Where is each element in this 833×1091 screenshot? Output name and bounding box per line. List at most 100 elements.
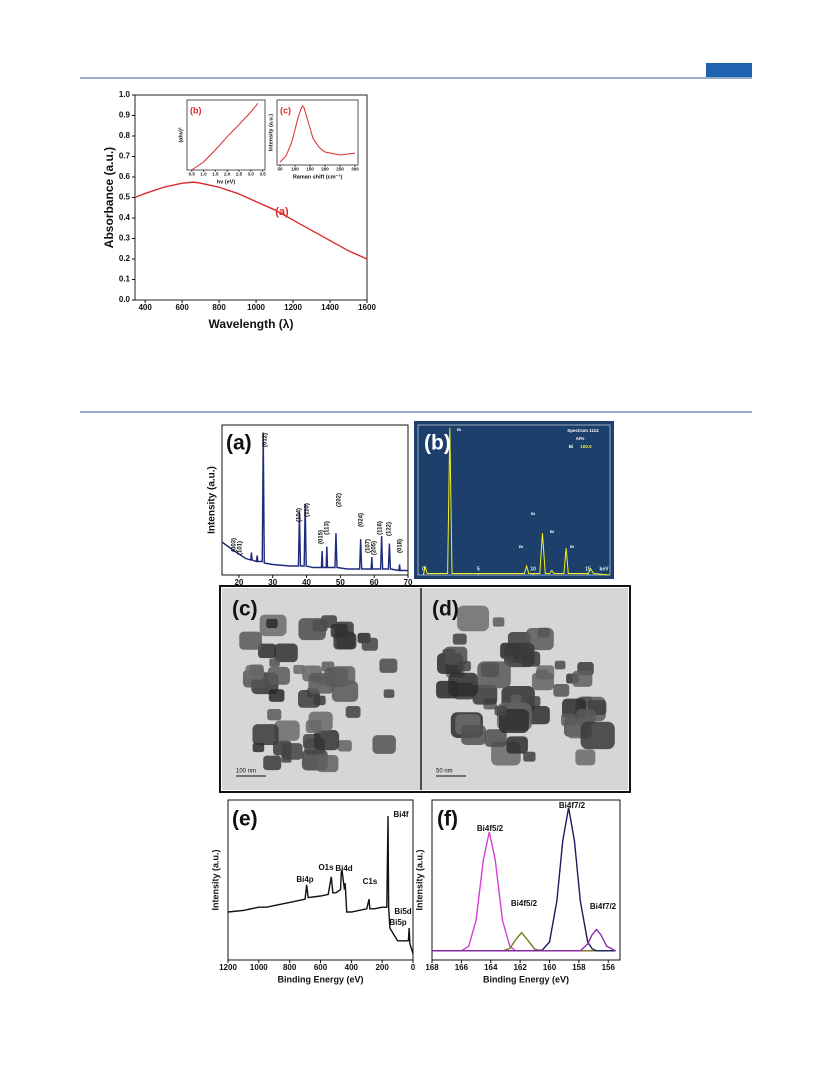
annotation: Bi4p <box>296 875 313 884</box>
annotation: Bi <box>569 444 574 449</box>
particle <box>504 655 515 664</box>
data-line <box>191 103 259 171</box>
annotation: (205) <box>372 541 378 555</box>
x-tick-label: 166 <box>455 963 469 972</box>
y-tick-label: 1.0 <box>119 90 131 99</box>
particle <box>477 661 511 689</box>
annotation: (024) <box>359 513 365 527</box>
x-tick-label: 1200 <box>284 303 302 312</box>
particle <box>308 711 333 731</box>
particle <box>472 684 498 705</box>
x-axis-label: Wavelength (λ) <box>209 317 294 331</box>
annotation: (116) <box>378 521 384 535</box>
particle <box>572 670 593 687</box>
annotation: Bi4f <box>393 810 408 819</box>
annotation: Bi4f7/2 <box>559 801 586 810</box>
panel-label: (b) <box>190 105 202 115</box>
annotation: (107) <box>366 539 372 553</box>
particle <box>526 627 554 651</box>
header-tab <box>706 63 752 77</box>
plot-frame <box>186 99 266 171</box>
annotation: (122) <box>387 522 393 536</box>
x-tick-label: 200 <box>375 963 389 972</box>
annotation: 100.0 <box>580 444 592 449</box>
x-tick-label: 200 <box>321 167 329 172</box>
x-tick-label: 40 <box>302 578 311 587</box>
particle <box>379 658 398 673</box>
particle <box>523 751 536 762</box>
particle <box>313 730 340 751</box>
particle <box>498 709 529 733</box>
particle <box>494 705 508 716</box>
particle <box>580 721 615 750</box>
annotation: Bi4d <box>335 864 352 873</box>
particle <box>269 658 280 667</box>
particle <box>337 740 352 752</box>
particle <box>448 672 478 697</box>
particle <box>492 617 505 627</box>
particle <box>281 743 303 760</box>
annotation: (015) <box>319 530 325 544</box>
annotation: (104) <box>297 508 303 522</box>
y-axis-label: Intensity (a.u.) <box>207 466 218 534</box>
x-tick-label: 50 <box>336 578 345 587</box>
annotation: O1s <box>318 863 334 872</box>
particle <box>331 666 356 685</box>
particle <box>274 643 298 663</box>
x-tick-label: 800 <box>283 963 297 972</box>
x-tick-label: 1.0 <box>200 172 207 177</box>
annotation: Bi4f5/2 <box>511 899 538 908</box>
y-axis-label: Intensity (a.u.) <box>268 114 274 151</box>
annotation: (a) <box>275 206 289 218</box>
x-axis-label: keV <box>600 566 610 572</box>
y-tick-label: 0.2 <box>119 254 131 263</box>
x-tick-label: 164 <box>484 963 498 972</box>
plot-frame <box>276 99 359 166</box>
x-tick-label: 50 <box>277 167 283 172</box>
plot-frame <box>417 424 611 576</box>
particle <box>510 694 522 703</box>
particle <box>531 672 554 691</box>
panel-label: (e) <box>232 808 258 831</box>
plot-frame <box>134 94 368 301</box>
x-tick-label: 800 <box>212 303 226 312</box>
data-line <box>432 807 616 952</box>
x-tick-label: 300 <box>351 167 359 172</box>
particle <box>345 706 361 718</box>
particle <box>506 736 528 754</box>
x-tick-label: 3.0 <box>248 172 255 177</box>
particle <box>274 720 300 741</box>
particle <box>484 729 507 747</box>
x-tick-label: 1400 <box>321 303 339 312</box>
panel-label: (b) <box>424 432 451 455</box>
x-tick-label: 10 <box>530 566 536 572</box>
x-tick-label: 0.5 <box>189 172 196 177</box>
y-axis-label: Intensity (a.u.) <box>414 849 424 910</box>
panel-label: (c) <box>280 105 291 115</box>
particle <box>444 646 468 665</box>
x-tick-label: 3.5 <box>260 172 267 177</box>
panel-label: (a) <box>226 432 252 455</box>
particle <box>452 633 467 645</box>
plot-background <box>414 421 614 579</box>
annotation: C1s <box>363 877 378 886</box>
data-line <box>279 105 356 163</box>
x-tick-label: 5 <box>477 566 480 572</box>
x-axis-label: hν (eV) <box>217 179 236 185</box>
x-tick-label: 1.5 <box>212 172 219 177</box>
x-tick-label: 1600 <box>358 303 376 312</box>
data-line <box>422 427 611 576</box>
particle <box>527 696 541 707</box>
annotation: (202) <box>337 493 343 507</box>
particle <box>267 708 282 721</box>
particle <box>576 709 596 725</box>
particle <box>333 631 356 650</box>
x-tick-label: 0 <box>422 566 425 572</box>
x-tick-label: 160 <box>543 963 557 972</box>
x-tick-label: 30 <box>268 578 277 587</box>
panel-label: (c) <box>232 598 258 621</box>
particle <box>316 754 339 773</box>
particle <box>263 755 282 771</box>
